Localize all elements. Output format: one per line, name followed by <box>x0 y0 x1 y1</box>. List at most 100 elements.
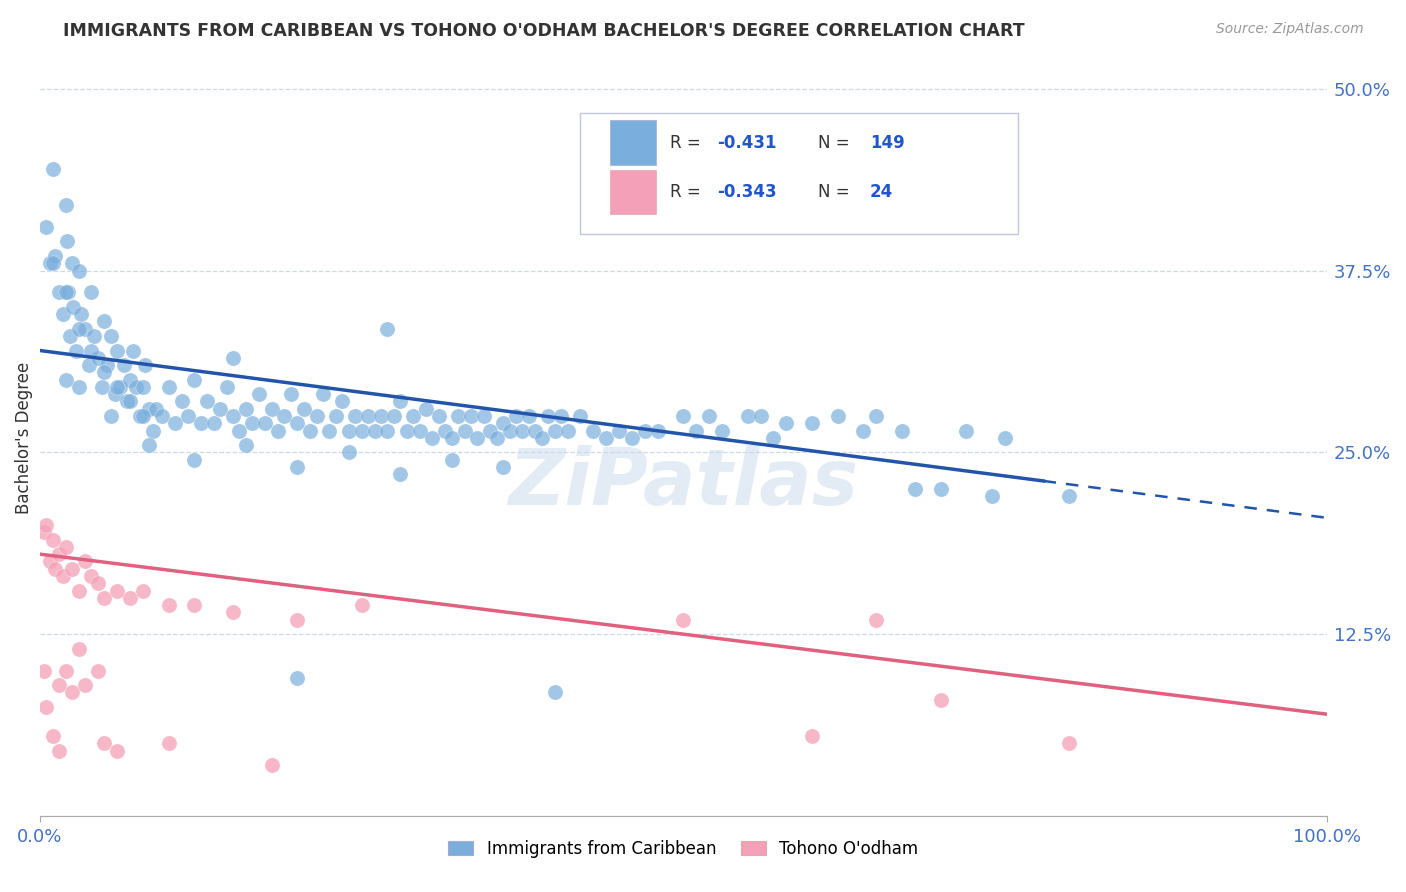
Point <box>235 401 257 416</box>
Point <box>93 736 115 750</box>
Point <box>105 380 128 394</box>
Point <box>58 285 80 300</box>
Point <box>105 343 128 358</box>
Point <box>222 605 245 619</box>
Point <box>67 263 90 277</box>
Point <box>377 424 399 438</box>
Point <box>104 387 127 401</box>
Point <box>195 394 218 409</box>
Point <box>96 358 118 372</box>
Point <box>67 641 90 656</box>
Point <box>370 409 392 423</box>
Point <box>569 409 592 423</box>
Point <box>350 598 373 612</box>
Point <box>273 409 295 423</box>
Text: -0.343: -0.343 <box>717 183 776 201</box>
Point <box>762 431 785 445</box>
Point <box>83 329 105 343</box>
Point <box>427 409 450 423</box>
Point <box>93 365 115 379</box>
Point <box>492 416 515 430</box>
Point <box>117 394 139 409</box>
Point <box>467 431 489 445</box>
Point <box>685 424 707 438</box>
Point <box>55 373 77 387</box>
Point <box>42 533 65 547</box>
Text: R =: R = <box>671 183 706 201</box>
Point <box>305 409 328 423</box>
Point <box>408 424 430 438</box>
Point <box>87 351 110 365</box>
Point <box>190 416 212 430</box>
Point <box>108 380 131 394</box>
Y-axis label: Bachelor's Degree: Bachelor's Degree <box>15 361 32 514</box>
Point <box>260 401 283 416</box>
Point <box>60 562 83 576</box>
Point <box>434 424 457 438</box>
Point <box>440 452 463 467</box>
Point <box>145 401 167 416</box>
Point <box>389 394 412 409</box>
Text: R =: R = <box>671 134 706 152</box>
Text: ZiPatlas: ZiPatlas <box>509 445 858 521</box>
Point <box>55 285 77 300</box>
Point <box>62 300 84 314</box>
Point <box>177 409 200 423</box>
Point <box>56 235 79 249</box>
Point <box>344 409 367 423</box>
Point <box>132 409 155 423</box>
Point <box>543 424 565 438</box>
Point <box>44 562 66 576</box>
Point <box>955 424 977 438</box>
Point <box>517 409 540 423</box>
Point <box>65 343 87 358</box>
Point <box>285 416 308 430</box>
Point <box>827 409 849 423</box>
Point <box>129 409 152 423</box>
Point <box>183 452 205 467</box>
Point <box>865 613 887 627</box>
Point <box>697 409 720 423</box>
Point <box>530 431 553 445</box>
Point <box>134 358 156 372</box>
Point <box>382 409 405 423</box>
Point <box>318 424 340 438</box>
Point <box>80 285 103 300</box>
Point <box>299 424 322 438</box>
Point <box>415 401 437 416</box>
Point <box>325 409 347 423</box>
Point <box>634 424 657 438</box>
Point <box>672 409 695 423</box>
Point <box>479 424 502 438</box>
Point <box>121 343 143 358</box>
Point <box>58 329 80 343</box>
Point <box>150 409 173 423</box>
Point <box>337 424 360 438</box>
Point <box>32 664 55 678</box>
Point <box>55 664 77 678</box>
Point <box>80 569 103 583</box>
Point <box>125 380 148 394</box>
Text: N =: N = <box>818 183 855 201</box>
Point <box>209 401 232 416</box>
Point <box>52 307 75 321</box>
Point <box>67 321 90 335</box>
Point <box>377 321 399 335</box>
Point <box>285 613 308 627</box>
Point <box>100 409 122 423</box>
Text: IMMIGRANTS FROM CARIBBEAN VS TOHONO O'ODHAM BACHELOR'S DEGREE CORRELATION CHART: IMMIGRANTS FROM CARIBBEAN VS TOHONO O'OD… <box>63 22 1025 40</box>
Point <box>363 424 385 438</box>
Point <box>105 743 128 757</box>
Point <box>891 424 914 438</box>
Point <box>240 416 263 430</box>
Point <box>48 678 70 692</box>
Point <box>52 569 75 583</box>
Point <box>498 424 520 438</box>
Point <box>929 482 952 496</box>
Point <box>215 380 238 394</box>
Point <box>485 431 508 445</box>
Point <box>330 394 353 409</box>
Point <box>260 758 283 772</box>
Point <box>710 424 733 438</box>
Point <box>73 554 96 568</box>
